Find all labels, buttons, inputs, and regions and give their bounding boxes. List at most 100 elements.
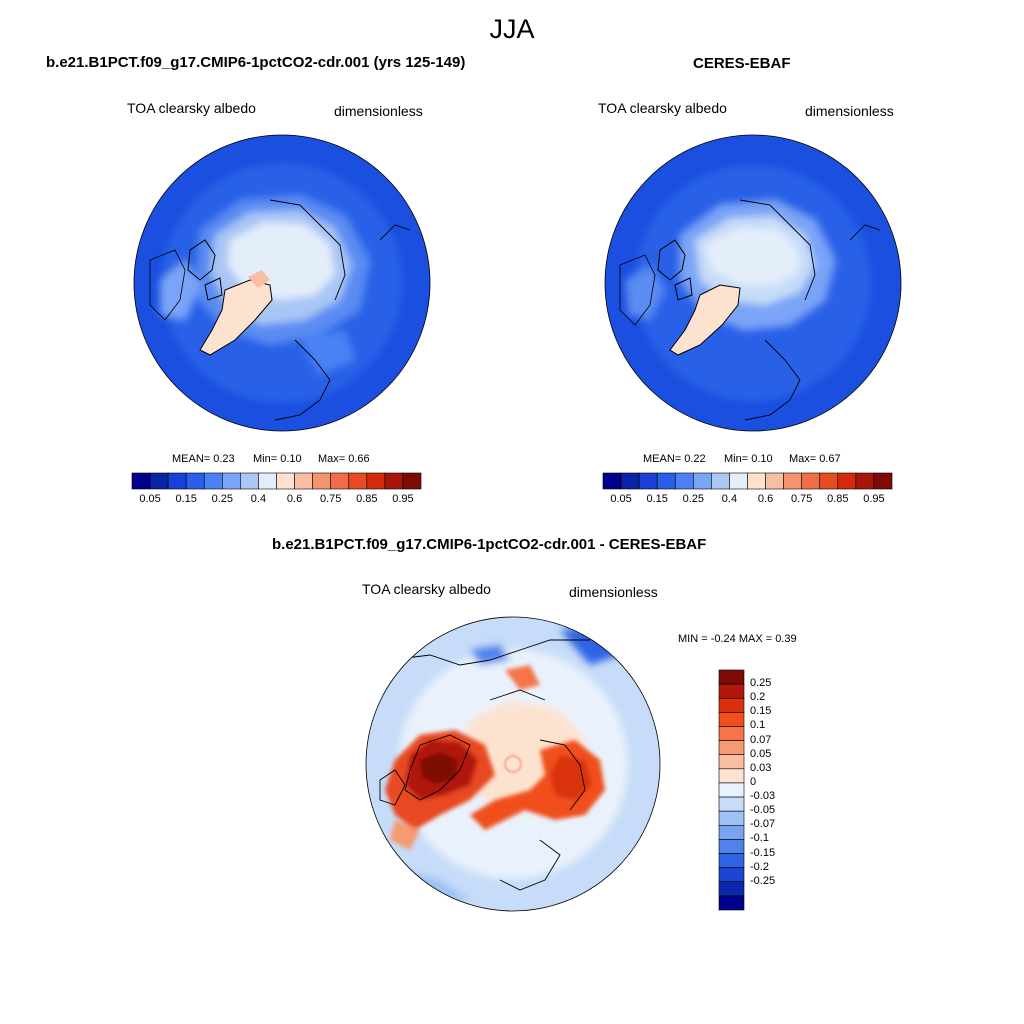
diff-colorbar-swatch <box>718 810 745 826</box>
obs-colorbar-swatch <box>656 472 676 490</box>
obs-colorbar-swatch <box>620 472 640 490</box>
model-variable-label: TOA clearsky albedo <box>127 100 256 116</box>
model-colorbar-swatch <box>240 472 259 490</box>
model-colorbar-tick-label: 0.4 <box>250 493 267 505</box>
diff-colorbar-tick-label: -0.25 <box>750 874 776 887</box>
model-map-border <box>133 134 431 432</box>
model-colorbar-swatch <box>330 472 350 490</box>
diff-colorbar-swatch <box>718 712 745 727</box>
diff-colorbar-swatch <box>718 782 745 798</box>
model-colorbar-swatch <box>402 472 422 490</box>
diff-colorbar-swatch <box>718 881 745 897</box>
obs-colorbar-tick-label: 0.4 <box>721 493 738 505</box>
diff-colorbar-tick-label: -0.2 <box>750 860 769 873</box>
model-colorbar-swatch <box>258 472 277 490</box>
model-colorbar-tick-label: 0.85 <box>356 493 378 505</box>
obs-colorbar-tick-label: 0.75 <box>790 493 813 505</box>
model-colorbar-swatch <box>149 472 169 490</box>
diff-variable-label: TOA clearsky albedo <box>362 581 491 597</box>
model-polar-map <box>134 135 430 431</box>
obs-units-label: dimensionless <box>805 103 894 119</box>
diff-colorbar-tick-label: 0 <box>750 775 757 788</box>
obs-colorbar-swatch <box>783 472 802 490</box>
obs-colorbar-swatch <box>674 472 694 490</box>
diff-colorbar-tick-label: 0.1 <box>750 719 766 732</box>
obs-colorbar-swatch <box>729 472 748 490</box>
diff-colorbar-swatch <box>718 726 745 741</box>
model-colorbar-tick-label: 0.05 <box>139 493 161 505</box>
diff-colorbar-swatch <box>718 683 745 699</box>
diff-colorbar-swatch <box>718 754 745 770</box>
obs-colorbar-tick-label: 0.6 <box>757 493 774 505</box>
obs-colorbar-swatch <box>602 472 622 490</box>
figure-title: JJA <box>489 14 535 44</box>
model-colorbar-swatch <box>276 472 295 490</box>
obs-polar-map <box>605 135 901 431</box>
model-colorbar-swatch <box>366 472 386 490</box>
obs-mean-stat: MEAN= 0.22 <box>643 453 706 465</box>
obs-colorbar-swatch <box>747 472 766 490</box>
model-colorbar-swatch <box>185 472 205 490</box>
obs-colorbar-swatch <box>693 472 712 490</box>
model-colorbar-swatch <box>294 472 313 490</box>
model-colorbar-swatch <box>312 472 331 490</box>
model-colorbar-tick-label: 0.6 <box>286 493 303 505</box>
obs-colorbar-swatch <box>873 472 893 490</box>
diff-colorbar-swatch <box>718 867 745 883</box>
diff-colorbar-tick-label: 0.07 <box>750 733 772 746</box>
obs-panel-title: CERES-EBAF <box>693 55 791 72</box>
diff-colorbar-tick-label: 0.03 <box>750 761 772 774</box>
model-colorbar-tick-label: 0.75 <box>319 493 342 505</box>
diff-colorbar-tick-label: 0.05 <box>750 747 772 760</box>
obs-colorbar-tick-label: 0.15 <box>646 493 668 505</box>
diff-colorbar-tick-label: 0.15 <box>750 705 772 718</box>
model-colorbar <box>131 472 422 490</box>
diff-colorbar-swatch <box>718 740 745 756</box>
obs-colorbar-swatch <box>765 472 784 490</box>
diff-map-border <box>365 616 661 912</box>
diff-colorbar-swatch <box>718 669 745 685</box>
diff-colorbar-swatch <box>718 796 745 812</box>
obs-colorbar-tick-label: 0.85 <box>827 493 849 505</box>
obs-colorbar-swatch <box>837 472 857 490</box>
model-colorbar-swatch <box>348 472 368 490</box>
model-min-stat: Min= 0.10 <box>253 453 302 465</box>
diff-colorbar <box>718 669 745 911</box>
obs-colorbar-swatch <box>819 472 839 490</box>
diff-colorbar-swatch <box>718 895 745 911</box>
obs-colorbar-tick-label: 0.05 <box>610 493 632 505</box>
model-max-stat: Max= 0.66 <box>318 453 370 465</box>
obs-colorbar-swatch <box>801 472 821 490</box>
obs-min-stat: Min= 0.10 <box>724 453 773 465</box>
diff-colorbar-swatch <box>718 824 745 840</box>
diff-colorbar-tick-label: -0.15 <box>750 846 776 859</box>
diff-colorbar-swatch <box>718 697 745 713</box>
diff-colorbar-tick-label: -0.03 <box>750 790 776 803</box>
diff-colorbar-swatch <box>718 853 745 868</box>
model-colorbar-tick-label: 0.95 <box>392 493 414 505</box>
diff-colorbar-tick-label: -0.05 <box>750 804 776 817</box>
obs-max-stat: Max= 0.67 <box>789 453 841 465</box>
obs-colorbar-swatch <box>638 472 658 490</box>
diff-colorbar-tick-label: 0.25 <box>750 677 772 690</box>
obs-colorbar-swatch <box>855 472 875 490</box>
diff-colorbar-tick-label: -0.07 <box>750 818 776 831</box>
obs-colorbar-tick-label: 0.95 <box>863 493 885 505</box>
obs-map-border <box>604 134 902 432</box>
diff-colorbar-swatch <box>718 768 745 784</box>
obs-colorbar-swatch <box>711 472 730 490</box>
diff-polar-map <box>366 617 660 911</box>
model-units-label: dimensionless <box>334 103 423 119</box>
model-colorbar-swatch <box>203 472 223 490</box>
diff-colorbar-tick-label: 0.2 <box>750 691 766 704</box>
diff-minmax-stat: MIN = -0.24 MAX = 0.39 <box>678 633 797 645</box>
model-colorbar-tick-label: 0.15 <box>175 493 197 505</box>
model-colorbar-swatch <box>167 472 187 490</box>
model-colorbar-swatch <box>384 472 404 490</box>
diff-units-label: dimensionless <box>569 584 658 600</box>
model-colorbar-swatch <box>222 472 241 490</box>
obs-colorbar <box>602 472 893 490</box>
obs-colorbar-tick-label: 0.25 <box>682 493 705 505</box>
model-colorbar-tick-label: 0.25 <box>211 493 234 505</box>
